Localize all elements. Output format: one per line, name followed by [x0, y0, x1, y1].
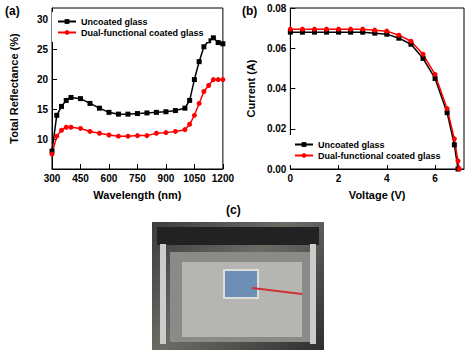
svg-text:Current (A): Current (A)	[245, 59, 257, 117]
svg-text:25: 25	[37, 44, 49, 55]
svg-text:0: 0	[288, 173, 294, 184]
svg-text:0.06: 0.06	[267, 43, 287, 54]
svg-text:Wavelength (nm): Wavelength (nm)	[93, 189, 182, 201]
svg-text:15: 15	[37, 104, 49, 115]
svg-text:Dual-functional coated glass: Dual-functional coated glass	[318, 151, 441, 161]
svg-text:6: 6	[432, 173, 438, 184]
svg-text:1200: 1200	[212, 173, 235, 184]
svg-text:10: 10	[37, 134, 49, 145]
svg-text:Total Reflectance (%): Total Reflectance (%)	[8, 33, 20, 144]
svg-text:(b): (b)	[242, 4, 257, 18]
svg-text:20: 20	[37, 74, 49, 85]
svg-text:600: 600	[101, 173, 118, 184]
svg-text:450: 450	[72, 173, 89, 184]
svg-text:300: 300	[44, 173, 61, 184]
svg-text:0.08: 0.08	[267, 3, 287, 14]
svg-text:30: 30	[37, 14, 49, 25]
svg-text:4: 4	[384, 173, 390, 184]
svg-text:Uncoated glass: Uncoated glass	[318, 140, 385, 150]
svg-text:2: 2	[336, 173, 342, 184]
html-text:(c): (c)	[226, 203, 241, 217]
svg-text:0.02: 0.02	[267, 123, 287, 134]
svg-text:0.00: 0.00	[267, 164, 287, 175]
svg-text:900: 900	[158, 173, 175, 184]
svg-text:0.04: 0.04	[267, 83, 287, 94]
svg-text:1050: 1050	[183, 173, 206, 184]
svg-text:(a): (a)	[5, 4, 20, 18]
svg-text:Uncoated glass: Uncoated glass	[81, 17, 148, 27]
svg-text:Voltage (V): Voltage (V)	[349, 189, 406, 201]
svg-text:Dual-functional coated glass: Dual-functional coated glass	[81, 28, 204, 38]
svg-text:750: 750	[129, 173, 146, 184]
